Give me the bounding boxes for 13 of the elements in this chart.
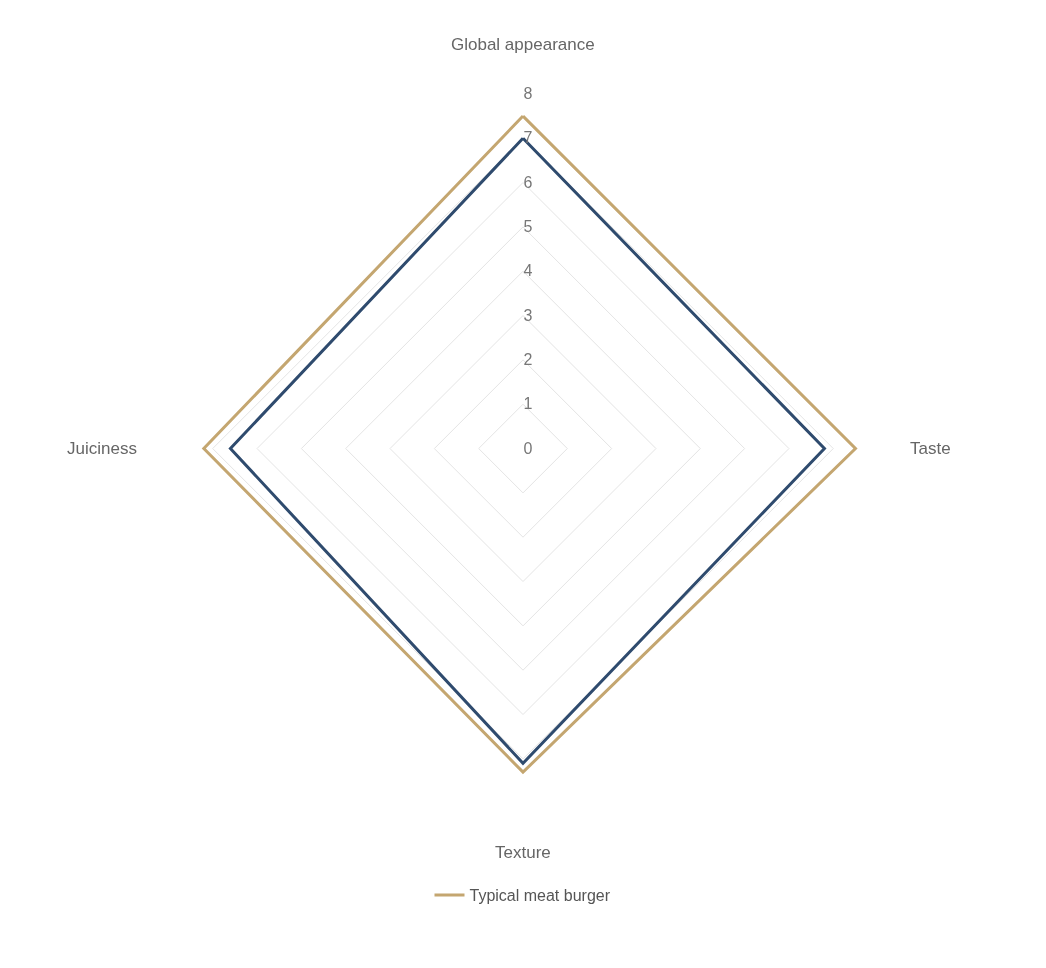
spoke-label: Texture [495,843,551,862]
y-tick-label: 2 [523,351,533,369]
y-tick-label: 6 [523,173,533,191]
y-tick-label: 1 [523,395,533,413]
legend-label: Typical meat burger [469,887,611,905]
y-tick-label: 0 [523,439,533,457]
y-tick-label: 3 [523,306,533,324]
y-tick-label: 8 [523,85,533,103]
spoke-label: Global appearance [451,35,595,54]
spoke-label: Taste [910,439,951,458]
spoke-label: Juiciness [67,439,137,458]
y-tick-label: 4 [523,262,533,280]
y-tick-label: 5 [523,218,533,236]
